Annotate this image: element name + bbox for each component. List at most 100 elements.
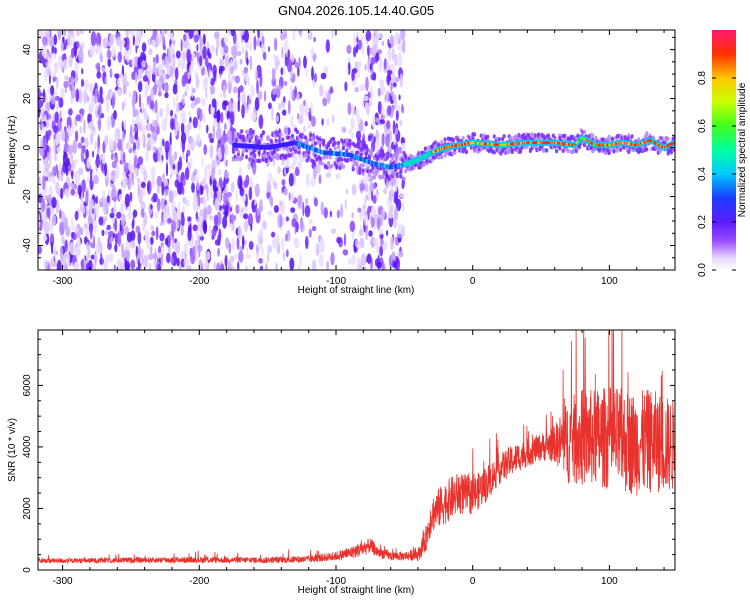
snr-x-ticks: -300 -200 -100 0 100	[53, 330, 665, 587]
spectrogram-cell	[234, 75, 240, 84]
spectrogram-cell	[518, 149, 523, 154]
spectrogram-cell	[267, 210, 273, 216]
spectrogram-cell	[361, 171, 365, 176]
colorbar-ticks: 0.0 0.2 0.4 0.6 0.8	[697, 71, 736, 277]
spectrogram-cell	[182, 178, 187, 187]
spectrogram-cell	[174, 129, 178, 136]
spectrogram-cell	[289, 163, 296, 170]
spectrogram-cell	[153, 145, 157, 154]
spectrogram-cell	[49, 150, 52, 165]
spectrogram-cell	[328, 155, 332, 160]
spectrogram-cell	[364, 120, 368, 127]
spectrogram-cell	[107, 58, 112, 68]
spectrogram-cell	[295, 129, 299, 135]
spectrogram-cell	[121, 130, 125, 143]
spectrogram-cell	[326, 118, 330, 127]
spectrogram-cell	[192, 224, 198, 232]
spectrogram-cell	[38, 181, 42, 194]
spectrogram-cell	[162, 72, 167, 80]
spectrogram-cell	[72, 140, 77, 154]
spectrogram-cell	[131, 58, 136, 67]
spectrogram-cell	[275, 55, 279, 71]
y-tick-label: 20	[22, 93, 33, 105]
spectrogram-cell	[259, 243, 263, 250]
spectrogram-cell	[258, 237, 264, 245]
spectrogram-cell	[141, 42, 147, 53]
spectrogram-cell	[287, 58, 292, 73]
spectrogram-cell	[203, 204, 207, 220]
spectrogram-cell	[195, 211, 198, 220]
spectrogram-cell	[77, 184, 82, 196]
spectrogram-cell	[38, 193, 43, 204]
spectrogram-cell	[154, 100, 158, 114]
spectrogram-cell	[561, 148, 565, 153]
spectrogram-cell	[42, 88, 46, 103]
spectrogram-cell	[397, 52, 403, 68]
spectrogram-cell	[68, 76, 72, 84]
spectrogram-cell	[243, 180, 249, 188]
spectrogram-cell	[389, 129, 393, 142]
spectrogram-cell	[358, 166, 362, 172]
spectrogram-cell	[397, 45, 403, 52]
spectrogram-cell	[239, 245, 244, 253]
spectrogram-cell	[191, 252, 195, 264]
spectrogram-cell	[97, 236, 101, 246]
spectrogram-cell	[170, 168, 175, 176]
spectrogram-cell	[137, 232, 141, 243]
spectrogram-cell	[666, 136, 670, 142]
spectrogram-cell	[97, 94, 101, 103]
spectrogram-cell	[400, 30, 406, 40]
spectrogram-cell	[125, 142, 129, 150]
spectrogram-cell	[241, 149, 245, 155]
spectrogram-cell	[323, 89, 328, 99]
spectrogram-cell	[322, 139, 326, 144]
spectrogram-cell	[84, 137, 89, 148]
spectrogram-cell	[226, 129, 232, 143]
spectrogram-cell	[68, 144, 74, 154]
spectrogram-cell	[318, 156, 322, 161]
spectrogram-cell	[216, 99, 219, 105]
spectrogram-cell	[252, 161, 257, 175]
spectrogram-cell	[377, 87, 381, 97]
x-tick-label: 0	[470, 576, 476, 587]
spectrogram-cell	[55, 164, 58, 174]
spectrogram-cell	[191, 87, 196, 94]
spectrogram-cell	[396, 263, 400, 270]
spectrogram-cell	[107, 242, 112, 251]
spectrogram-cell	[399, 174, 403, 179]
spectrogram-cell	[348, 142, 352, 147]
spectrogram-cell	[121, 39, 125, 47]
spectrogram-cell	[122, 84, 127, 95]
spectrogram-cell	[486, 134, 490, 139]
spectrogram-cell	[53, 179, 56, 185]
spectrogram-cell	[317, 137, 321, 142]
spectrogram-cell	[392, 153, 396, 158]
spectrogram-cell	[137, 56, 140, 70]
spectrogram-cell	[272, 87, 277, 96]
spectrogram-cell	[546, 133, 551, 138]
spectrogram-cell	[385, 181, 390, 189]
spectrogram-cell	[52, 139, 56, 155]
spectrogram-cell	[325, 154, 329, 160]
spectrogram-cell	[62, 212, 65, 223]
spectrogram-cell	[610, 136, 615, 141]
spectrogram-cell	[90, 31, 97, 47]
spectrogram-cell	[231, 146, 236, 151]
spectrogram-cell	[151, 226, 155, 232]
spectrogram-cell	[69, 241, 75, 256]
snr-x-label: Height of straight line (km)	[298, 585, 415, 596]
spectrogram-cell	[269, 194, 273, 206]
spectrogram-y-label: Frequency (Hz)	[7, 116, 18, 185]
spectrogram-cell	[131, 71, 136, 81]
spectrogram-cell	[205, 57, 209, 68]
spectrogram-cell	[394, 55, 398, 67]
spectrogram-cell	[294, 237, 300, 249]
spectrogram-cell	[134, 168, 137, 179]
spectrogram-cell	[247, 213, 253, 227]
spectrogram-cell	[245, 253, 252, 260]
spectrogram-cell	[214, 197, 220, 211]
spectrogram-cell	[375, 117, 380, 124]
spectrogram-cell	[44, 220, 50, 236]
spectrogram-cell	[371, 68, 374, 74]
